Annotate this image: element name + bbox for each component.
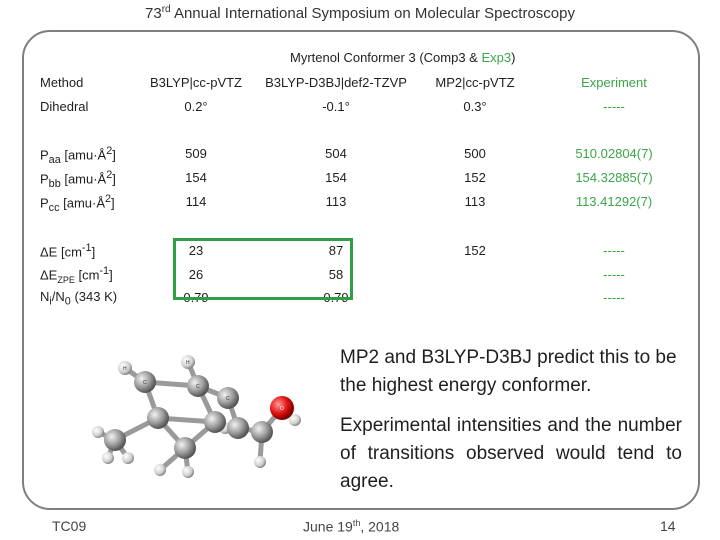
table-cell: 510.02804(7) (575, 146, 653, 161)
table-cell: 154.32885(7) (575, 170, 653, 185)
svg-text:O: O (280, 406, 284, 412)
note-highest-energy: MP2 and B3LYP-D3BJ predict this to be th… (340, 347, 677, 396)
table-cell: 500 (464, 146, 486, 161)
table-group-title: Myrtenol Conformer 3 (Comp3 & Exp3) (290, 50, 516, 65)
row-label-pcc: Pcc [amu·Å2] (40, 193, 115, 214)
table-cell: 58 (328, 267, 344, 282)
table-cell: 152 (464, 170, 486, 185)
table-cell: ----- (603, 99, 625, 114)
row-label-dihedral: Dihedral (40, 99, 89, 114)
column-header-method: Method (40, 75, 84, 90)
svg-text:H: H (186, 360, 190, 366)
row-label-delta-e: ΔE [cm-1] (40, 242, 96, 260)
table-cell: -0.1° (322, 99, 350, 114)
column-header-b3lyp: B3LYP|cc-pVTZ (150, 75, 242, 90)
row-label-pbb: Pbb [amu·Å2] (40, 169, 116, 190)
column-header-b3lyp-d3bj: B3LYP-D3BJ|def2-TZVP (265, 75, 407, 90)
svg-text:C: C (226, 396, 230, 402)
column-header-experiment: Experiment (581, 75, 647, 90)
row-label-delta-e-zpe: ΔEZPE [cm-1] (40, 265, 113, 285)
row-label-paa: Paa [amu·Å2] (40, 145, 116, 166)
table-cell: 23 (188, 243, 204, 258)
table-cell: 26 (188, 267, 204, 282)
atoms (92, 355, 301, 478)
svg-text:C: C (143, 380, 147, 386)
footer-page-number: 14 (660, 518, 676, 534)
content-frame (22, 30, 700, 510)
table-cell: 113.41292(7) (575, 194, 653, 209)
svg-text:H: H (123, 366, 127, 372)
note-experimental-agreement: Experimental intensities and the number … (340, 415, 682, 492)
table-cell: 504 (325, 146, 347, 161)
table-cell: 0.3° (463, 99, 487, 114)
table-cell: 113 (325, 194, 347, 209)
svg-text:C: C (196, 384, 200, 390)
row-label-population-ratio: Ni/N0 (343 K) (40, 289, 118, 308)
table-cell: 509 (185, 146, 207, 161)
footer-date: June 19th, 2018 (303, 518, 400, 535)
table-cell: ----- (603, 243, 625, 258)
table-cell: 0.2° (184, 99, 208, 114)
table-cell: ----- (603, 290, 625, 305)
column-header-mp2: MP2|cc-pVTZ (435, 75, 515, 90)
footer-session-code: TC09 (52, 518, 87, 534)
molecule-model: H H C C C O (92, 355, 301, 478)
table-cell: 154 (325, 170, 347, 185)
table-cell: 87 (328, 243, 344, 258)
table-cell: 113 (464, 194, 486, 209)
table-cell: ----- (603, 267, 625, 282)
table-cell: 154 (185, 170, 207, 185)
atom-labels: H H C C C O (123, 360, 284, 412)
highlight-box (173, 238, 353, 300)
slide-header: 73rd Annual International Symposium on M… (145, 4, 575, 22)
table-cell: 114 (185, 194, 207, 209)
table-cell: 152 (464, 243, 486, 258)
